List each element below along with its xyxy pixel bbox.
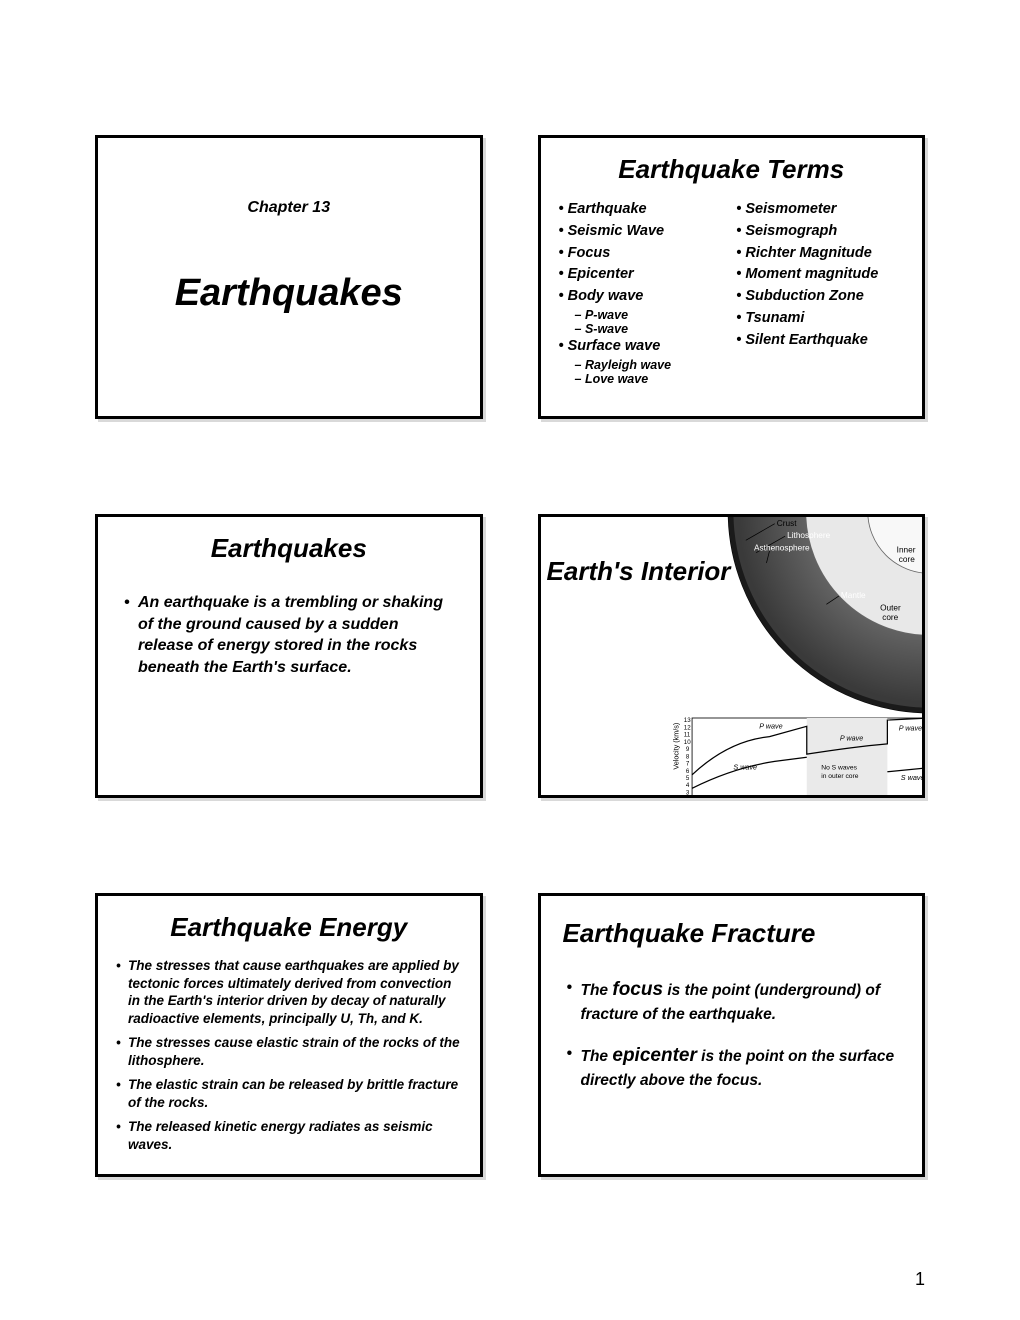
slide-fracture: Earthquake Fracture The focus is the poi… xyxy=(538,893,926,1177)
terms-list-left: Earthquake Seismic Wave Focus Epicenter … xyxy=(559,199,727,308)
definition-bullet: An earthquake is a trembling or shaking … xyxy=(124,592,454,678)
lithosphere-label: Lithosphere xyxy=(787,531,831,540)
energy-bullet: The released kinetic energy radiates as … xyxy=(116,1118,462,1153)
term-sub-item: P-wave xyxy=(575,308,727,322)
svg-text:13: 13 xyxy=(683,717,690,724)
slide-handout-page: Chapter 13 Earthquakes Earthquake Terms … xyxy=(95,135,925,1272)
term-item: Subduction Zone xyxy=(736,286,904,308)
inner-core-label: Inner xyxy=(896,546,915,555)
svg-text:3: 3 xyxy=(685,789,689,796)
svg-text:8: 8 xyxy=(685,753,689,760)
emphasis-focus: focus xyxy=(612,979,663,1000)
term-item: Richter Magnitude xyxy=(736,243,904,265)
energy-list: The stresses that cause earthquakes are … xyxy=(116,957,462,1153)
term-item: Tsunami xyxy=(736,308,904,330)
term-item: Seismic Wave xyxy=(559,221,727,243)
term-item: Earthquake xyxy=(559,199,727,221)
svg-text:11: 11 xyxy=(683,732,690,739)
outer-core-label: Outer xyxy=(880,604,901,613)
term-item: Focus xyxy=(559,243,727,265)
svg-text:12: 12 xyxy=(683,724,690,731)
slide-energy: Earthquake Energy The stresses that caus… xyxy=(95,893,483,1177)
energy-bullet: The stresses that cause earthquakes are … xyxy=(116,957,462,1027)
svg-text:S wave: S wave xyxy=(900,773,924,782)
earth-interior-diagram: Crust Lithosphere Asthenosphere Mantle O… xyxy=(671,514,925,798)
slide-title: Earthquake Terms xyxy=(559,154,905,185)
crust-label: Crust xyxy=(776,519,796,528)
terms-list-left-2: Surface wave xyxy=(559,336,727,358)
term-sub-item: S-wave xyxy=(575,322,727,336)
slide-terms: Earthquake Terms Earthquake Seismic Wave… xyxy=(538,135,926,419)
svg-text:10: 10 xyxy=(683,739,690,746)
slide-title-card: Chapter 13 Earthquakes xyxy=(95,135,483,419)
slide-row-1: Chapter 13 Earthquakes Earthquake Terms … xyxy=(95,135,925,419)
inner-core-label2: core xyxy=(898,555,914,564)
svg-text:S wave: S wave xyxy=(733,763,757,772)
svg-text:6: 6 xyxy=(685,768,689,775)
svg-text:in outer core: in outer core xyxy=(821,773,859,780)
term-item: Seismometer xyxy=(736,199,904,221)
terms-list-right: Seismometer Seismograph Richter Magnitud… xyxy=(736,199,904,351)
term-sub-item: Rayleigh wave xyxy=(575,358,727,372)
energy-bullet: The stresses cause elastic strain of the… xyxy=(116,1034,462,1069)
svg-text:9: 9 xyxy=(685,746,689,753)
fracture-bullet: The epicenter is the point on the surfac… xyxy=(567,1043,897,1091)
energy-bullet: The elastic strain can be released by br… xyxy=(116,1076,462,1111)
asthenosphere-label: Asthenosphere xyxy=(754,544,810,553)
svg-text:P wave: P wave xyxy=(898,723,921,732)
term-item: Body wave xyxy=(559,286,727,308)
slide-title: Earthquake Fracture xyxy=(563,918,905,949)
terms-sublist-2: Rayleigh wave Love wave xyxy=(575,358,727,386)
definition-list: An earthquake is a trembling or shaking … xyxy=(116,592,462,678)
term-item: Moment magnitude xyxy=(736,264,904,286)
svg-text:P wave: P wave xyxy=(759,721,782,730)
term-item: Surface wave xyxy=(559,336,727,358)
chapter-title: Earthquakes xyxy=(116,272,462,315)
text-span: The xyxy=(581,1048,613,1065)
fracture-list: The focus is the point (underground) of … xyxy=(559,977,905,1092)
svg-text:4: 4 xyxy=(685,782,689,789)
slide-title: Earthquakes xyxy=(116,533,462,564)
text-span: The xyxy=(581,982,613,999)
outer-core-label2: core xyxy=(882,613,898,622)
terms-sublist: P-wave S-wave xyxy=(575,308,727,336)
slide-definition: Earthquakes An earthquake is a trembling… xyxy=(95,514,483,798)
term-sub-item: Love wave xyxy=(575,372,727,386)
term-item: Silent Earthquake xyxy=(736,330,904,352)
svg-text:Velocity (km/s): Velocity (km/s) xyxy=(671,723,680,770)
svg-text:7: 7 xyxy=(685,761,689,768)
svg-text:P wave: P wave xyxy=(839,734,862,743)
slide-row-3: Earthquake Energy The stresses that caus… xyxy=(95,893,925,1177)
page-number: 1 xyxy=(915,1269,925,1290)
chapter-label: Chapter 13 xyxy=(116,199,462,217)
svg-text:5: 5 xyxy=(685,775,689,782)
slide-row-2: Earthquakes An earthquake is a trembling… xyxy=(95,514,925,798)
emphasis-epicenter: epicenter xyxy=(612,1045,696,1066)
term-item: Seismograph xyxy=(736,221,904,243)
slide-earth-interior: Earth's Interior xyxy=(538,514,925,798)
slide-title: Earthquake Energy xyxy=(116,912,462,943)
fracture-bullet: The focus is the point (underground) of … xyxy=(567,977,897,1025)
term-item: Epicenter xyxy=(559,264,727,286)
svg-text:No S waves: No S waves xyxy=(821,765,857,772)
mantle-label: Mantle xyxy=(840,591,865,600)
